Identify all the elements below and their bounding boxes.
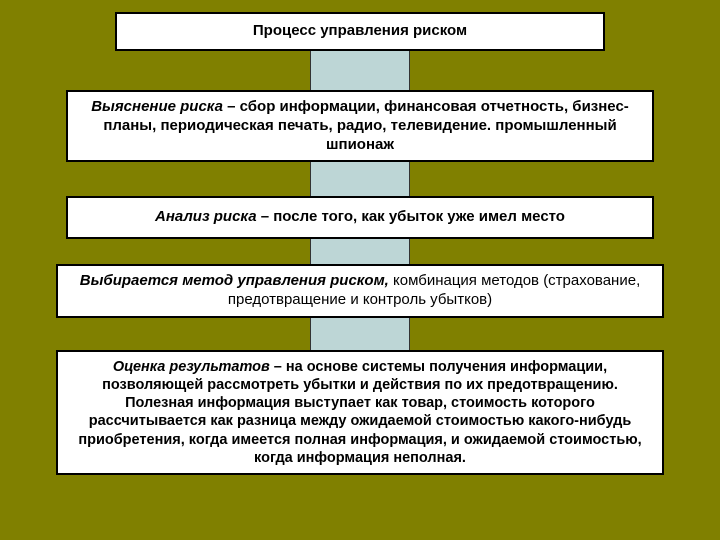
step2-sep: – [257, 208, 274, 225]
step1-sep: – [223, 98, 240, 115]
step1-lead: Выяснение риска [91, 98, 223, 115]
step-box-3: Выбирается метод управления риском, комб… [56, 264, 664, 318]
step-box-4: Оценка результатов – на основе системы п… [56, 350, 664, 475]
title-box: Процесс управления риском [115, 12, 605, 51]
step2-lead: Анализ риска [155, 208, 257, 225]
title-text: Процесс управления риском [253, 22, 467, 39]
step2-rest: после того, как убыток уже имел место [273, 208, 565, 225]
step-box-1: Выяснение риска – сбор информации, финан… [66, 90, 654, 162]
step4-sep: – [270, 359, 286, 375]
step3-lead: Выбирается метод управления риском, [80, 272, 389, 289]
step4-lead: Оценка результатов [113, 359, 270, 375]
step-box-2: Анализ риска – после того, как убыток уж… [66, 196, 654, 239]
